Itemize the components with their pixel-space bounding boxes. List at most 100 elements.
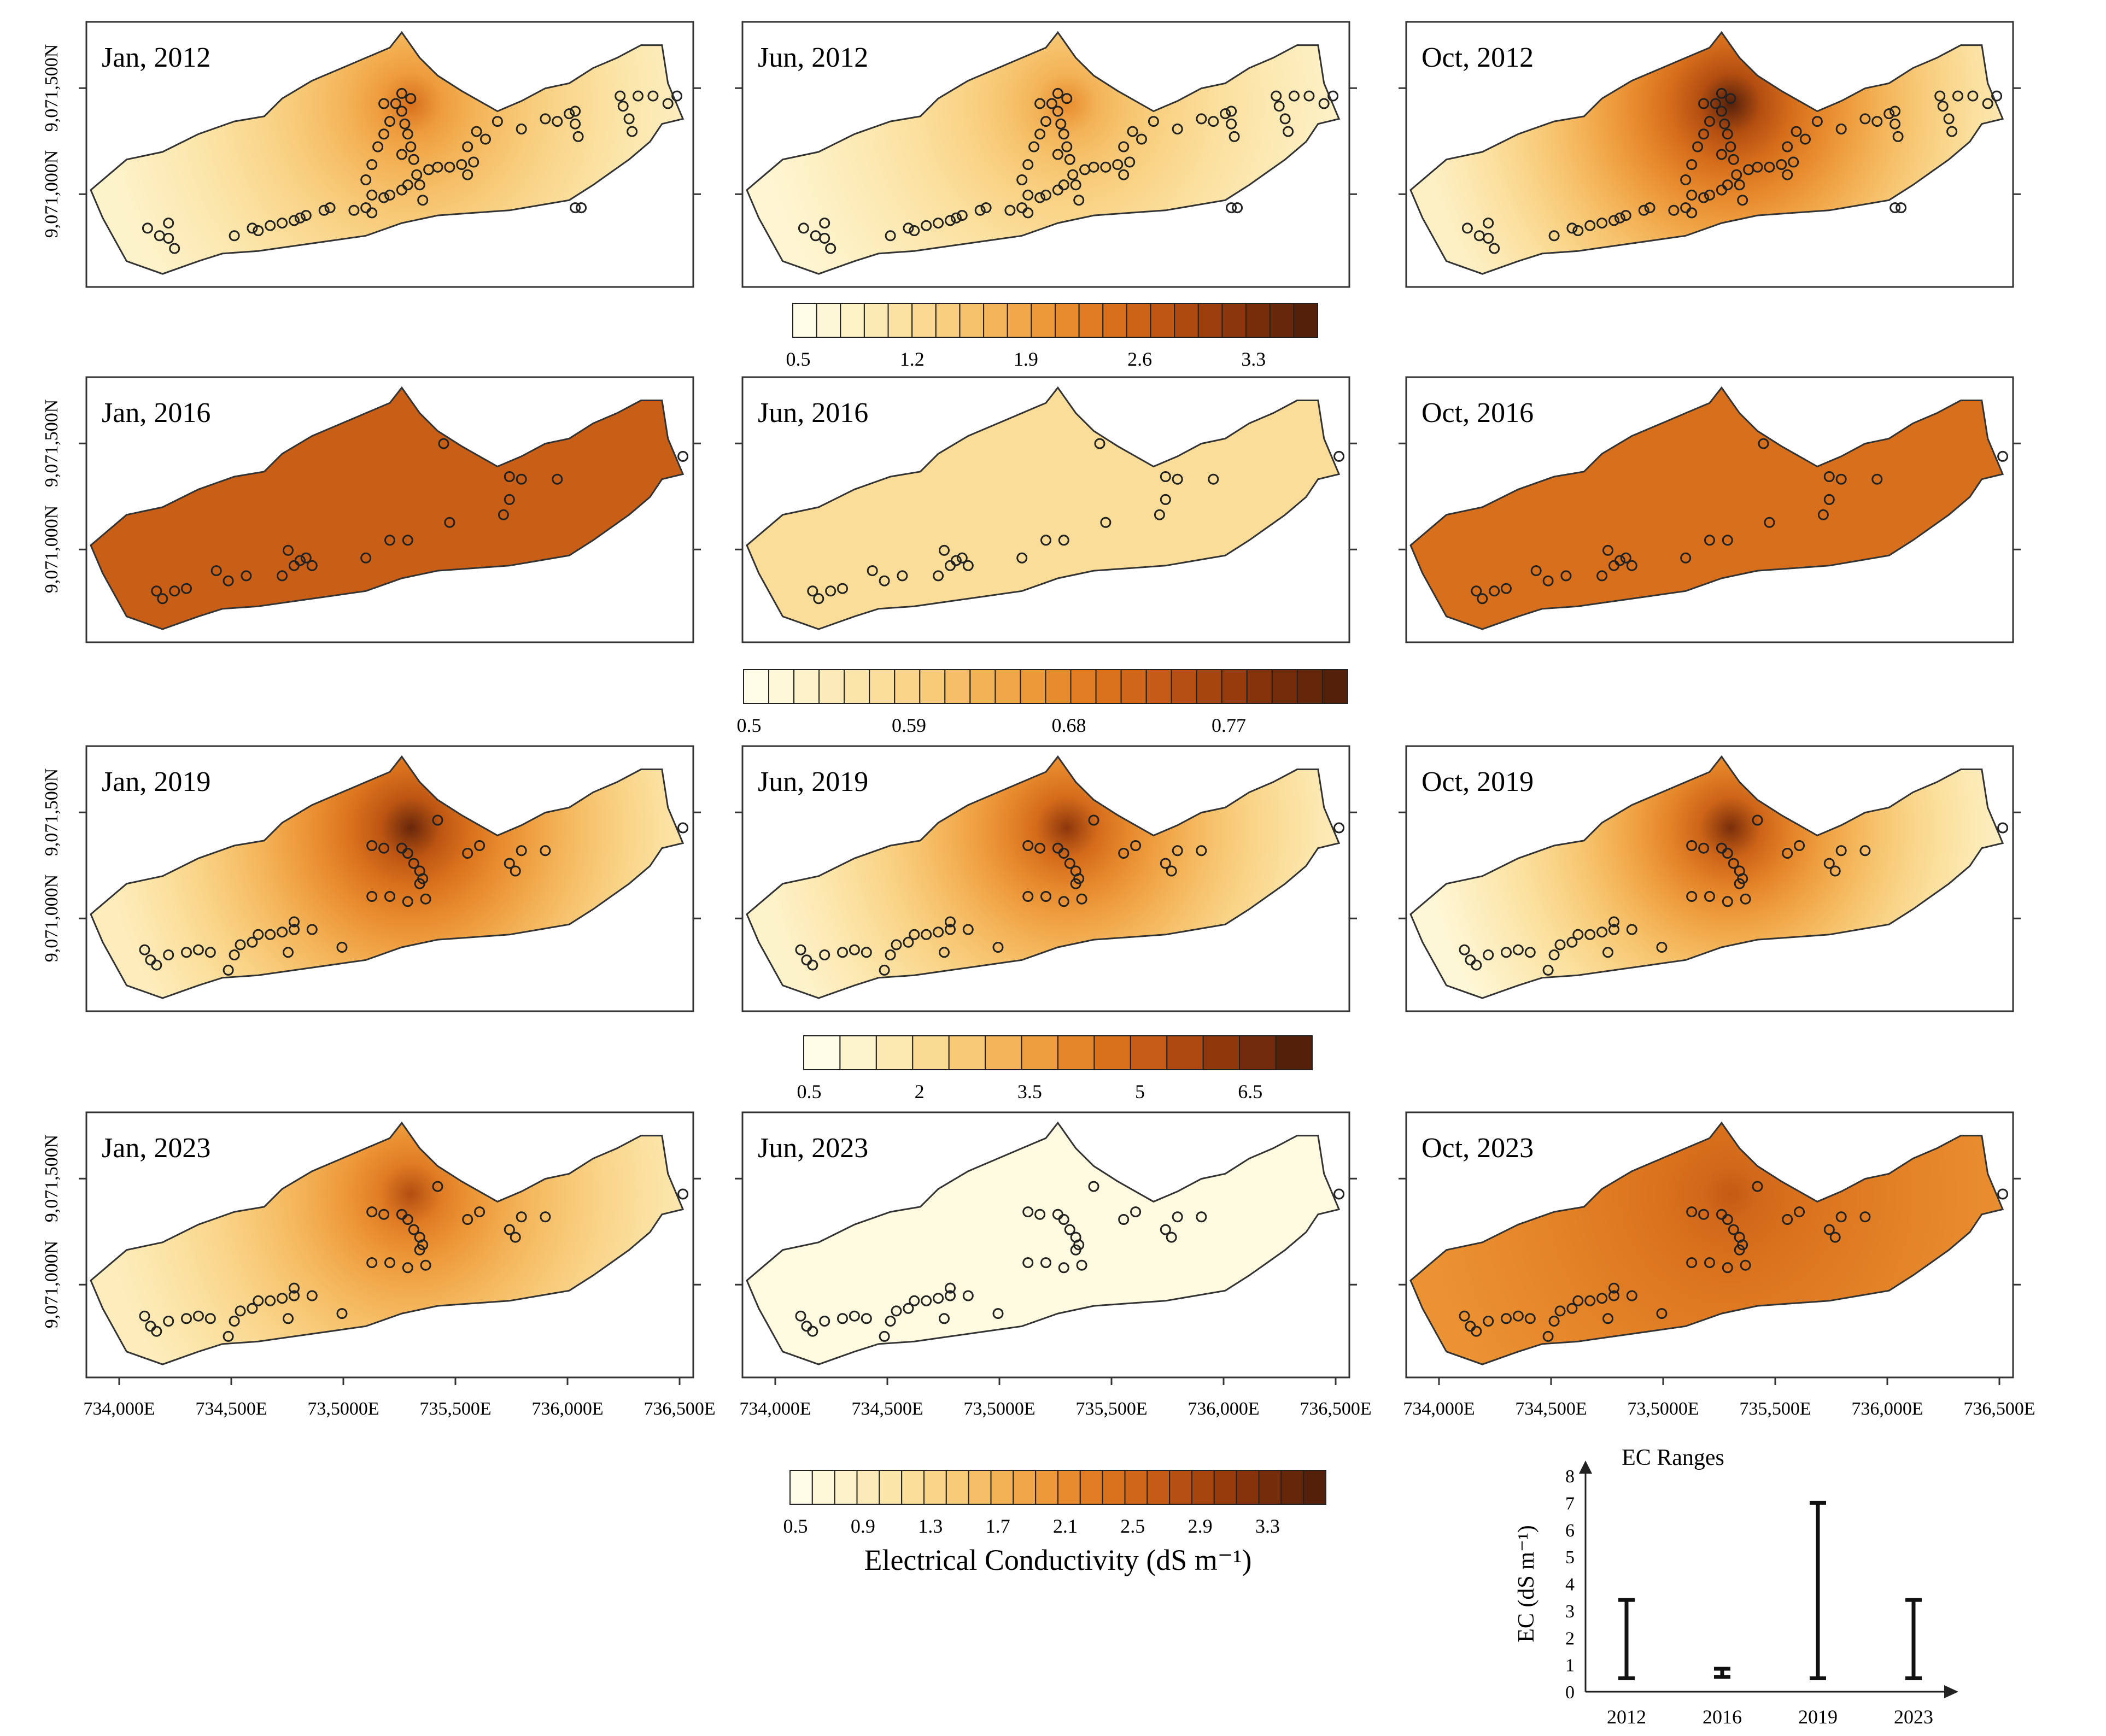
sample-point <box>1303 90 1315 102</box>
sample-point <box>617 101 629 112</box>
sample-points <box>139 1181 689 1342</box>
colorbar-swatch <box>792 303 817 338</box>
sample-point <box>1040 535 1051 546</box>
sample-point <box>1554 1305 1566 1317</box>
sample-point <box>1686 1257 1698 1269</box>
chart-y-tick-label: 1 <box>1565 1656 1575 1676</box>
sample-point <box>921 1295 932 1306</box>
sample-point <box>1040 1257 1051 1269</box>
colorbar-tick-label: 2.1 <box>1053 1515 1078 1537</box>
colorbar-swatch <box>1280 1470 1304 1505</box>
sample-point <box>956 210 968 221</box>
map-panel-jun-2012: Jun, 2012 <box>735 21 1357 288</box>
sample-point <box>405 141 417 153</box>
sample-point <box>813 593 824 605</box>
sample-point <box>384 1257 395 1269</box>
sample-point <box>223 1330 234 1342</box>
sample-points <box>151 438 689 605</box>
sample-point <box>360 552 372 564</box>
sample-point <box>253 929 264 940</box>
sample-points <box>1459 814 2009 976</box>
colorbar-swatch <box>1166 1035 1204 1070</box>
sample-point <box>1333 1188 1345 1200</box>
sample-point <box>289 1290 300 1301</box>
sample-point <box>1602 1313 1613 1324</box>
sample-point <box>552 116 563 127</box>
sample-point <box>1698 842 1710 854</box>
sample-point <box>1794 840 1805 851</box>
sample-point <box>1725 141 1736 153</box>
sample-point <box>384 891 395 902</box>
sample-point <box>181 583 192 594</box>
x-tick-label: 734,500E <box>851 1399 923 1419</box>
sample-point <box>229 949 240 960</box>
colorbar-tick-label: 3.3 <box>1255 1515 1280 1537</box>
range-bar-2016 <box>1714 1667 1730 1679</box>
colorbar-tick-label: 0.59 <box>892 714 926 736</box>
sample-point <box>504 471 515 482</box>
sample-point <box>1022 159 1034 171</box>
sample-point <box>1034 1209 1046 1220</box>
sample-point <box>306 924 318 935</box>
sample-point <box>1160 1224 1171 1235</box>
sample-point <box>1040 189 1051 201</box>
sample-point <box>1118 1214 1130 1225</box>
colorbar-swatch <box>1258 1470 1282 1505</box>
colorbar-swatch <box>1213 1470 1237 1505</box>
sample-point <box>837 1313 848 1324</box>
sample-point <box>1572 1295 1584 1306</box>
sample-point <box>1835 473 1847 485</box>
sample-point <box>1608 924 1619 935</box>
colorbar-tick-label: 3.5 <box>1017 1081 1042 1102</box>
sample-point <box>570 105 581 117</box>
sample-point <box>1471 1326 1482 1337</box>
sample-point <box>139 1310 150 1322</box>
colorbar-swatch <box>1102 1470 1126 1505</box>
map-panel-jan-2012: Jan, 2012 <box>79 21 701 288</box>
sample-point <box>795 1310 806 1322</box>
sample-point <box>1728 858 1739 869</box>
sample-point <box>1554 939 1566 951</box>
sample-point <box>623 113 635 125</box>
colorbar-swatch <box>1196 669 1222 704</box>
sample-point <box>223 964 234 976</box>
sample-point <box>366 1206 378 1218</box>
sample-point <box>444 161 455 173</box>
sample-point <box>1896 202 1907 214</box>
colorbar-swatch <box>1120 669 1147 704</box>
x-tick-label: 736,500E <box>1963 1399 2035 1419</box>
colorbar-tick-label: 0.5 <box>783 1515 808 1537</box>
colorbar-swatch <box>1093 1035 1131 1070</box>
map-panel-jan-2019: Jan, 2019 <box>79 745 701 1012</box>
sample-point <box>402 128 413 140</box>
sample-point <box>807 1326 818 1337</box>
sample-point <box>408 858 419 869</box>
sample-point <box>1686 891 1698 902</box>
sample-point <box>1130 1206 1142 1218</box>
sample-points <box>142 87 683 254</box>
sample-point <box>861 947 872 958</box>
sample-point <box>1512 1310 1524 1322</box>
sample-point <box>921 929 932 940</box>
sample-point <box>378 128 390 140</box>
sample-point <box>417 873 429 884</box>
sample-point <box>861 1313 872 1324</box>
colorbar-swatch <box>856 1470 880 1505</box>
sample-point <box>1614 212 1625 224</box>
sample-point <box>402 848 413 859</box>
colorbar-swatch <box>983 303 1008 338</box>
sample-point <box>891 939 902 951</box>
sample-point <box>1076 1259 1087 1271</box>
sample-point <box>1208 473 1219 485</box>
sample-point <box>1226 105 1237 117</box>
sample-point <box>945 1282 956 1294</box>
sample-point <box>1698 192 1710 203</box>
sample-point <box>1560 570 1572 582</box>
panel-title: Jun, 2023 <box>758 1133 868 1164</box>
chart-y-tick-label: 4 <box>1565 1575 1575 1595</box>
sample-point <box>992 942 1004 953</box>
chart-title: EC Ranges <box>1622 1445 1724 1470</box>
sample-point <box>1967 90 1979 102</box>
sample-point <box>300 552 312 564</box>
colorbar-swatch <box>887 303 913 338</box>
